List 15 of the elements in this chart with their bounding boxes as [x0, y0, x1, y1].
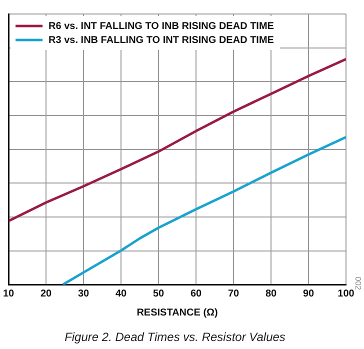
- x-tick-label: 80: [265, 288, 278, 300]
- x-tick-label: 70: [228, 288, 240, 300]
- x-tick-label: 90: [302, 288, 315, 300]
- x-tick-label: 30: [78, 288, 90, 300]
- text: Figure 2. Dead Times vs. Resistor Values: [64, 330, 286, 344]
- x-tick-label: 40: [115, 288, 128, 300]
- x-tick-label: 100: [338, 288, 355, 300]
- x-tick-label: 50: [152, 288, 165, 300]
- x-tick-label: 60: [190, 288, 202, 300]
- legend-label: R3 vs. INB FALLING TO INT RISING DEAD TIME: [48, 34, 274, 46]
- x-tick-label: 20: [40, 288, 52, 300]
- legend-label: R6 vs. INT FALLING TO INB RISING DEAD TIME: [48, 20, 274, 32]
- x-tick-label: 10: [3, 288, 15, 300]
- x-axis-title: RESISTANCE (Ω): [136, 307, 218, 318]
- text: 002: [353, 276, 362, 290]
